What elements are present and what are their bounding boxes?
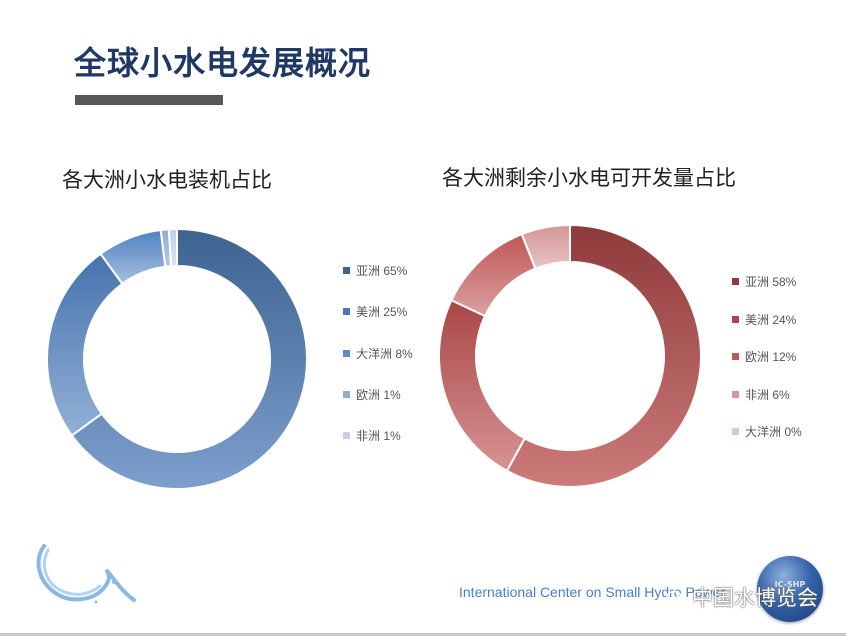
- title-underline: [75, 95, 223, 105]
- legend-item: 美洲 24%: [732, 311, 796, 328]
- icshp-logo: IC-SHP: [757, 556, 823, 622]
- legend-swatch: [343, 267, 350, 274]
- legend-swatch: [732, 316, 739, 323]
- chart-1-title: 各大洲小水电装机占比: [62, 168, 272, 192]
- donut-segment-亚洲: [505, 224, 702, 488]
- legend-item: 亚洲 58%: [732, 273, 796, 290]
- donut-2-segments: [438, 224, 702, 488]
- legend-item: 大洋洲 8%: [343, 345, 413, 362]
- legend-item: 亚洲 65%: [343, 262, 407, 279]
- legend-item: 美洲 25%: [343, 303, 407, 320]
- donut-segment-亚洲: [70, 228, 308, 490]
- legend-swatch: [343, 391, 350, 398]
- donut-segment-欧洲: [450, 232, 537, 318]
- donut-1-segments: [46, 228, 308, 490]
- watermark: 中国水博览会: [666, 582, 818, 612]
- donut-segment-美洲: [438, 298, 527, 473]
- donut-chart-installed-capacity: [46, 228, 308, 490]
- bottom-divider: [0, 633, 846, 636]
- donut-segment-非洲: [520, 224, 571, 270]
- donut-segment-美洲: [46, 252, 124, 437]
- legend-swatch: [732, 278, 739, 285]
- legend-swatch: [732, 353, 739, 360]
- slide-title: 全球小水电发展概况: [74, 44, 372, 82]
- legend-item: 非洲 1%: [343, 427, 401, 444]
- legend-swatch: [343, 350, 350, 357]
- legend-item: 欧洲 12%: [732, 348, 796, 365]
- donut-chart-remaining-potential: [438, 224, 702, 488]
- chart-2-title: 各大洲剩余小水电可开发量占比: [442, 166, 736, 190]
- legend-item: 大洋洲 0%: [732, 423, 802, 440]
- water-splash-icon: [36, 544, 136, 604]
- legend-swatch: [343, 432, 350, 439]
- legend-swatch: [343, 308, 350, 315]
- legend-item: 欧洲 1%: [343, 386, 401, 403]
- wechat-icon: [666, 590, 687, 607]
- donut-segment-非洲: [167, 228, 178, 268]
- legend-item: 非洲 6%: [732, 386, 790, 403]
- legend-swatch: [732, 428, 739, 435]
- footer-organization: International Center on Small Hydro Powe…: [459, 584, 726, 600]
- legend-swatch: [732, 391, 739, 398]
